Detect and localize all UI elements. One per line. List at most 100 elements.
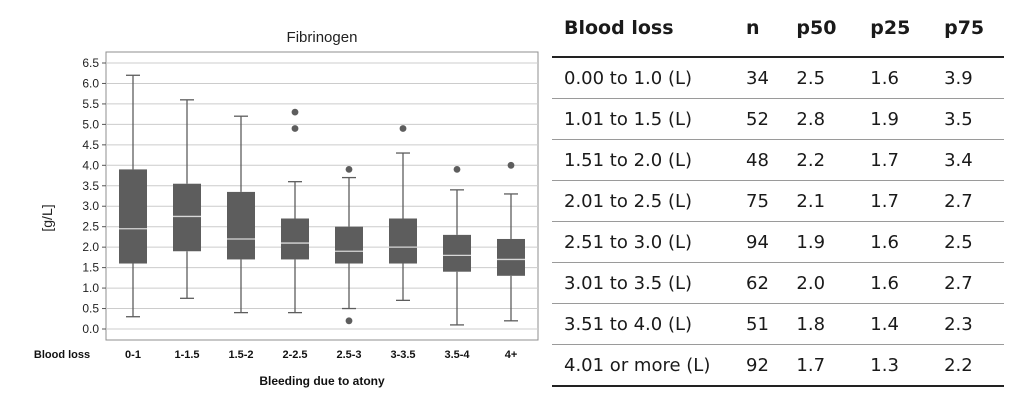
cell-p75: 2.2 (930, 344, 1004, 387)
y-tick-label: 5.5 (82, 97, 99, 111)
cell-n: 52 (732, 98, 783, 140)
y-tick-label: 4.0 (82, 158, 99, 172)
cell-n: 92 (732, 344, 783, 387)
cell-blood-loss: 3.51 to 4.0 (L) (552, 303, 732, 345)
table-row: 4.01 or more (L) 92 1.7 1.3 2.2 (552, 344, 1004, 387)
y-tick-label: 2.5 (82, 220, 99, 234)
outlier-point (399, 125, 407, 132)
cell-p75: 2.5 (930, 221, 1004, 263)
iqr-box (173, 183, 201, 252)
iqr-box (389, 218, 417, 264)
cell-p75: 3.9 (930, 57, 1004, 99)
y-tick-label: 5.0 (82, 117, 99, 131)
cell-p25: 1.7 (856, 139, 931, 181)
cell-p75: 2.3 (930, 303, 1004, 345)
cell-p50: 2.1 (782, 180, 857, 222)
table-row: 1.51 to 2.0 (L) 48 2.2 1.7 3.4 (552, 139, 1004, 181)
blood-loss-axis-title: Blood loss (34, 349, 90, 361)
cell-n: 75 (732, 180, 783, 222)
blood-loss-table-wrap: Blood loss n p50 p25 p75 0.00 to 1.0 (L)… (552, 0, 1004, 387)
x-tick-label: 2-2.5 (282, 349, 307, 361)
y-tick-label: 0.5 (82, 302, 99, 316)
y-tick-label: 2.0 (82, 240, 99, 254)
cell-p25: 1.3 (856, 344, 931, 387)
x-tick-label: 4+ (505, 349, 518, 361)
table-row: 1.01 to 1.5 (L) 52 2.8 1.9 3.5 (552, 98, 1004, 140)
header-blood-loss: Blood loss (552, 0, 732, 58)
cell-p25: 1.9 (856, 98, 931, 140)
header-p25: p25 (856, 0, 931, 58)
y-tick-labels: 0.0 0.5 1.0 1.5 2.0 2.5 3.0 3.5 4.0 4.5 5.0 5.5 6.0 6… (82, 56, 106, 336)
cell-p50: 2.0 (782, 262, 857, 304)
x-tick-label: 2.5-3 (336, 349, 361, 361)
boxplot-4+ (497, 161, 525, 322)
table-row: 3.01 to 3.5 (L) 62 2.0 1.6 2.7 (552, 262, 1004, 304)
cell-p25: 1.6 (856, 262, 931, 304)
x-axis-label: Bleeding due to atony (259, 374, 385, 388)
gridlines (106, 62, 538, 330)
header-n: n (732, 0, 783, 58)
outlier-point (453, 166, 461, 173)
cell-p25: 1.4 (856, 303, 931, 345)
iqr-box (281, 218, 309, 260)
plot-area-frame (105, 51, 539, 341)
boxplot-3.5-4 (443, 166, 471, 326)
blood-loss-table: Blood loss n p50 p25 p75 0.00 to 1.0 (L)… (552, 0, 1004, 387)
cell-p25: 1.6 (856, 221, 931, 263)
cell-blood-loss: 2.01 to 2.5 (L) (552, 180, 732, 222)
boxplot-1.5-2 (227, 115, 255, 314)
table-row: 2.01 to 2.5 (L) 75 2.1 1.7 2.7 (552, 180, 1004, 222)
table-row: 3.51 to 4.0 (L) 51 1.8 1.4 2.3 (552, 303, 1004, 345)
table-row: 0.00 to 1.0 (L) 34 2.5 1.6 3.9 (552, 57, 1004, 99)
table-header-row: Blood loss n p50 p25 p75 (552, 0, 1004, 58)
cell-p75: 2.7 (930, 180, 1004, 222)
x-tick-label: 3-3.5 (390, 349, 415, 361)
cell-p75: 3.5 (930, 98, 1004, 140)
boxplot-1-1.5 (173, 99, 201, 299)
boxplot-3-3.5 (389, 125, 417, 302)
y-tick-label: 6.5 (82, 56, 99, 70)
cell-p50: 2.8 (782, 98, 857, 140)
y-tick-label: 6.0 (82, 76, 99, 90)
iqr-box (227, 191, 255, 260)
outlier-point (507, 161, 515, 169)
cell-n: 51 (732, 303, 783, 345)
cell-p50: 2.5 (782, 57, 857, 99)
x-tick-label: 1-1.5 (174, 349, 199, 361)
cell-p50: 1.8 (782, 303, 857, 345)
header-p50: p50 (782, 0, 857, 58)
outlier-point (345, 317, 353, 325)
cell-blood-loss: 2.51 to 3.0 (L) (552, 221, 732, 263)
boxplots (119, 74, 525, 326)
outlier-point (345, 166, 353, 173)
cell-n: 62 (732, 262, 783, 304)
cell-blood-loss: 1.01 to 1.5 (L) (552, 98, 732, 140)
cell-p50: 1.7 (782, 344, 857, 387)
cell-p75: 2.7 (930, 262, 1004, 304)
chart-svg: Fibrinogen [g/L] 0.0 0.5 1.0 1.5 2.0 2.5 3.0 3.… (34, 29, 539, 388)
boxplot-0-1 (119, 74, 147, 318)
fibrinogen-chart: Fibrinogen [g/L] 0.0 0.5 1.0 1.5 2.0 2.5 3.0 3.… (34, 29, 539, 388)
chart-title: Fibrinogen (287, 29, 358, 46)
cell-n: 34 (732, 57, 783, 99)
x-tick-label: 0-1 (125, 349, 141, 361)
cell-p25: 1.7 (856, 180, 931, 222)
x-tick-labels: 0-1 1-1.5 1.5-2 2-2.5 2.5-3 3-3.5 3.5-4 4+ (125, 349, 517, 361)
y-tick-label: 3.5 (82, 179, 99, 193)
cell-p50: 2.2 (782, 139, 857, 181)
y-tick-label: 0.0 (82, 322, 99, 336)
outlier-point (291, 108, 299, 116)
cell-p25: 1.6 (856, 57, 931, 99)
y-tick-label: 4.5 (82, 138, 99, 152)
header-p75: p75 (930, 0, 1004, 58)
y-tick-label: 1.0 (82, 281, 99, 295)
iqr-box (443, 234, 471, 272)
x-tick-label: 1.5-2 (228, 349, 253, 361)
cell-blood-loss: 0.00 to 1.0 (L) (552, 57, 732, 99)
boxplot-2-2.5 (281, 108, 309, 314)
cell-p75: 3.4 (930, 139, 1004, 181)
cell-p50: 1.9 (782, 221, 857, 263)
cell-n: 48 (732, 139, 783, 181)
iqr-box (497, 238, 525, 276)
boxplot-2.5-3 (335, 166, 363, 325)
